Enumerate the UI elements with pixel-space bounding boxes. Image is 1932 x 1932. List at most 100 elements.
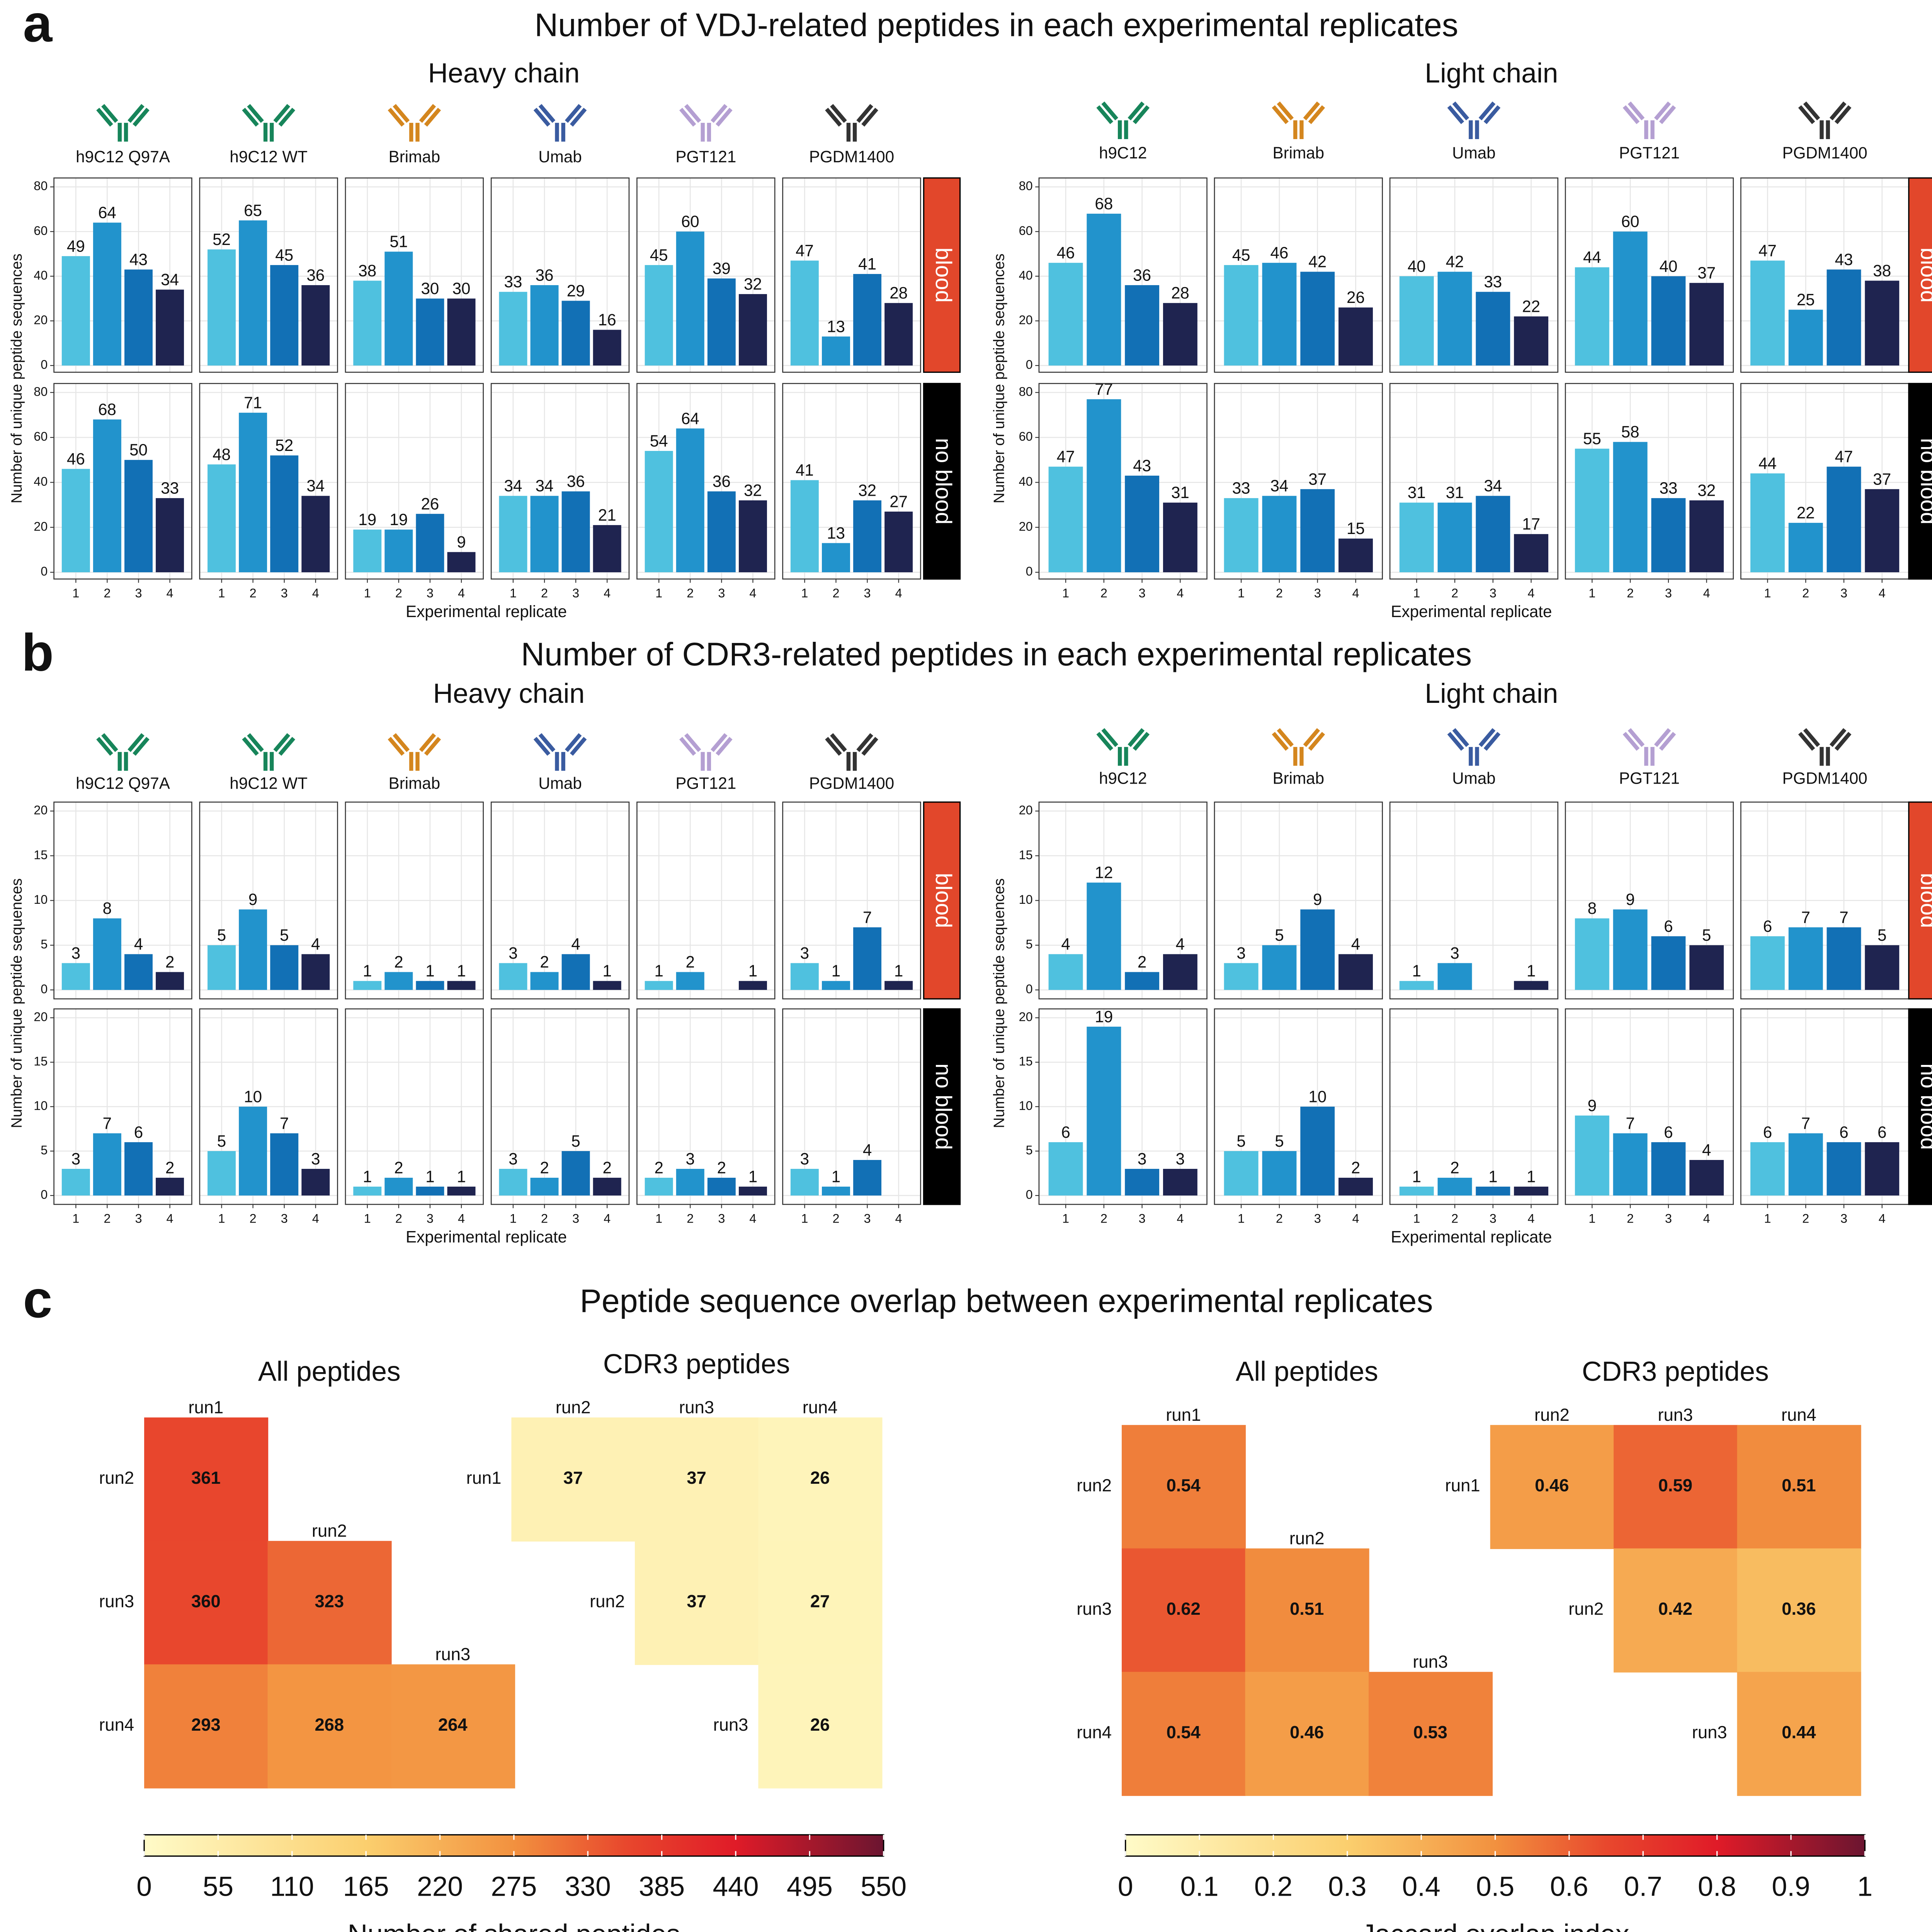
bar <box>593 1177 621 1196</box>
x-tick-label: 3 <box>1314 586 1321 600</box>
x-tick-label: 3 <box>1840 586 1847 600</box>
bar <box>1125 285 1160 366</box>
y-tick-label: 60 <box>1019 224 1033 238</box>
icon-arm <box>716 737 733 756</box>
row-label: run3 <box>713 1715 748 1735</box>
row-label: run2 <box>1568 1599 1604 1619</box>
bar <box>384 529 413 573</box>
x-tick-label: 4 <box>895 586 902 600</box>
panel-border <box>636 801 776 1000</box>
x-tick-label: 4 <box>1528 586 1535 600</box>
value-label: 7 <box>1839 908 1848 926</box>
cell-label: 264 <box>438 1715 468 1735</box>
facet-label: PGDM1400 <box>809 148 894 166</box>
icon-arm <box>1829 101 1847 121</box>
bar <box>1689 945 1724 990</box>
bar <box>1224 265 1259 366</box>
icon-arm <box>1483 732 1501 751</box>
icon-arm <box>1659 105 1676 124</box>
bar <box>1689 500 1724 573</box>
bar <box>1125 475 1160 573</box>
bar <box>821 336 850 366</box>
bar <box>1827 927 1861 990</box>
column-label: run4 <box>1781 1405 1816 1425</box>
panel-border <box>782 383 921 580</box>
cell-label: 0.54 <box>1167 1723 1201 1742</box>
value-label: 19 <box>389 510 408 529</box>
bar <box>561 954 590 990</box>
panel-border <box>199 1008 338 1205</box>
x-tick-label: 1 <box>218 1211 225 1225</box>
cell-label: 37 <box>687 1592 706 1611</box>
value-label: 47 <box>1759 242 1777 260</box>
row-label: run2 <box>590 1592 625 1611</box>
value-label: 29 <box>567 282 585 300</box>
panel-border <box>636 177 776 373</box>
value-label: 2 <box>165 1158 174 1177</box>
x-tick-label: 3 <box>1139 1211 1146 1225</box>
value-label: 38 <box>358 262 376 280</box>
value-label: 64 <box>98 204 116 222</box>
value-label: 3 <box>800 1150 809 1168</box>
icon-arm <box>96 737 113 756</box>
bar <box>93 419 121 573</box>
value-label: 22 <box>1797 504 1815 522</box>
row-label: run2 <box>99 1468 134 1488</box>
bar <box>1087 214 1121 366</box>
bar <box>124 269 153 366</box>
antibody-icon <box>679 104 733 142</box>
bar <box>530 1177 559 1196</box>
icon-arm <box>1628 101 1645 121</box>
bar <box>1048 263 1083 366</box>
value-label: 31 <box>1171 483 1189 502</box>
x-tick-label: 3 <box>864 586 871 600</box>
facet-label: h9C12 Q97A <box>76 148 170 166</box>
panel-border <box>490 177 630 373</box>
column-label: run2 <box>1534 1405 1570 1425</box>
antibody-icon <box>1096 101 1150 139</box>
column-label: run1 <box>1166 1405 1201 1425</box>
bar <box>1300 1106 1335 1196</box>
value-label: 1 <box>894 962 903 980</box>
icon-arm <box>856 104 873 123</box>
y-tick-label: 80 <box>1019 384 1033 398</box>
bar <box>1750 473 1785 573</box>
colorbar-title: Number of shared peptides <box>348 1919 680 1932</box>
panel-border <box>199 801 338 1000</box>
icon-arm <box>1834 732 1852 751</box>
icon-arm <box>424 107 441 127</box>
value-label: 17 <box>1522 515 1540 533</box>
colorbar-tick-label: 275 <box>491 1871 537 1902</box>
x-tick-label: 3 <box>281 1211 288 1225</box>
facet-label: PGT121 <box>675 148 736 166</box>
value-label: 5 <box>1878 926 1886 944</box>
colorbar-tick-label: 220 <box>417 1871 463 1902</box>
value-label: 7 <box>1626 1114 1634 1132</box>
icon-arm <box>1659 732 1676 751</box>
value-label: 4 <box>1351 935 1360 953</box>
value-label: 55 <box>1583 430 1601 448</box>
bar <box>1827 466 1861 573</box>
icon-arm <box>1803 101 1820 121</box>
bar <box>1788 523 1823 573</box>
y-tick-label: 60 <box>34 430 48 444</box>
value-label: 68 <box>98 400 116 418</box>
cell-label: 0.36 <box>1782 1599 1816 1619</box>
bar <box>1437 502 1472 573</box>
colorbar-tick-label: 0.8 <box>1698 1871 1736 1902</box>
value-label: 12 <box>1095 864 1113 882</box>
icon-arm <box>533 737 551 756</box>
bar <box>1865 945 1900 990</box>
colorbar-tick-label: 1 <box>1857 1871 1873 1902</box>
panel-border <box>1214 383 1383 580</box>
panel-border <box>782 801 921 1000</box>
panel-border <box>1038 177 1208 373</box>
bar <box>1827 269 1861 366</box>
x-tick-label: 1 <box>364 586 371 600</box>
heatmap-cell <box>1614 1425 1738 1549</box>
y-tick-label: 0 <box>1026 1188 1033 1202</box>
colorbar-tick-label: 0 <box>1118 1871 1133 1902</box>
y-tick-label: 10 <box>1019 893 1033 906</box>
heatmap-cell <box>758 1664 883 1789</box>
value-label: 5 <box>1702 926 1711 944</box>
